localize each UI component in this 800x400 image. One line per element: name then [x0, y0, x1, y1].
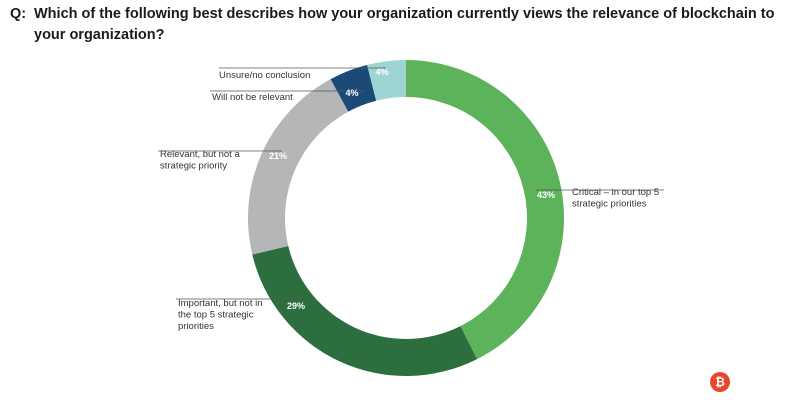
chart-title: Q: Which of the following best describes … [10, 4, 794, 46]
slice-critical [406, 60, 565, 360]
category-label-relevant: Relevant, but not a strategic priority [160, 149, 240, 172]
value-label-relevant: 21% [269, 151, 287, 161]
value-label-critical: 43% [537, 190, 555, 200]
value-label-not-relevant: 4% [345, 88, 358, 98]
slice-relevant [248, 79, 349, 255]
question-prefix: Q: [10, 6, 27, 22]
slice-not-relevant [330, 64, 377, 112]
category-label-important: Important, but not in the top 5 strategic… [178, 298, 263, 332]
category-label-unsure: Unsure/no conclusion [219, 70, 310, 81]
category-label-critical: Critical – in our top 5 strategic priorit… [572, 187, 659, 210]
value-label-important: 29% [287, 301, 305, 311]
value-label-unsure: 4% [375, 67, 388, 77]
slice-unsure [367, 60, 406, 101]
question-text: Which of the following best describes ho… [34, 6, 775, 43]
bitcoin-logo-icon: ₿ [710, 372, 730, 392]
slice-important [252, 245, 478, 377]
category-label-not-relevant: Will not be relevant [212, 92, 293, 103]
